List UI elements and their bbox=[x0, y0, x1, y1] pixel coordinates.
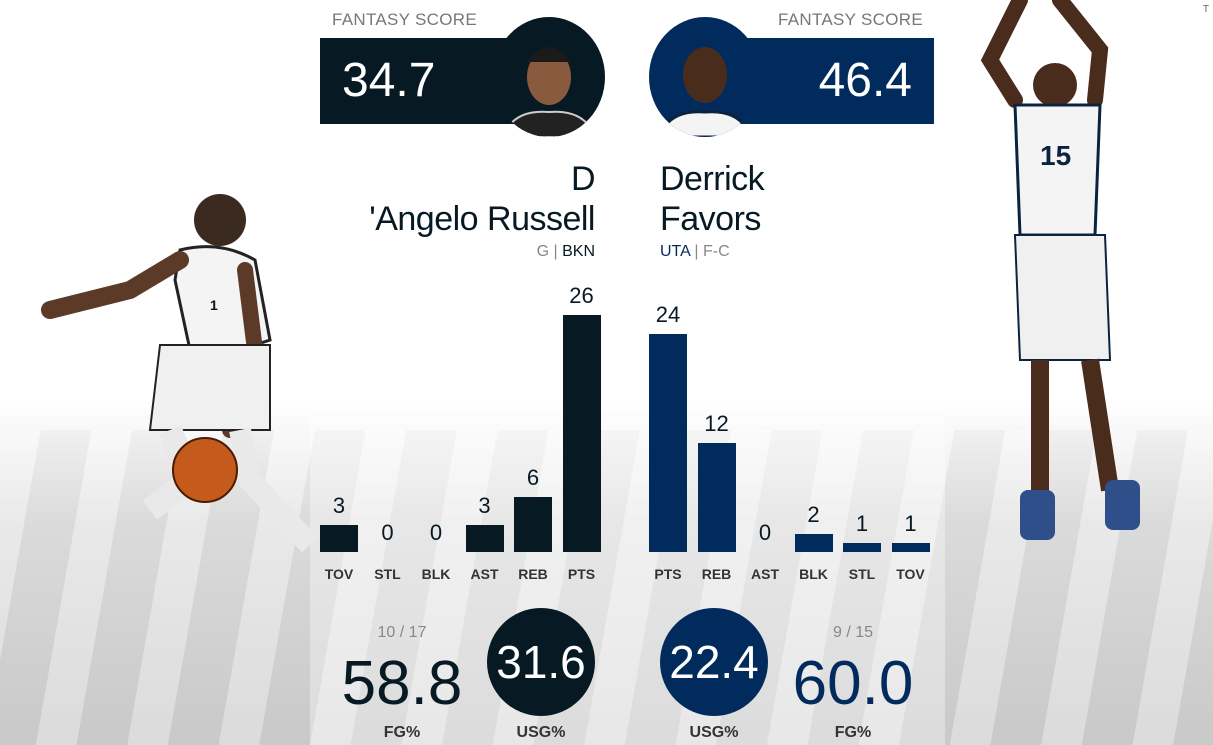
right-value-blk: 2 bbox=[807, 501, 820, 527]
svg-text:1: 1 bbox=[210, 297, 218, 313]
right-player-name-line1: Derrick bbox=[660, 160, 765, 198]
right-usg: 22.4 bbox=[660, 608, 768, 716]
center-panel bbox=[310, 270, 945, 745]
left-label-pts: PTS bbox=[567, 566, 596, 582]
right-bar-tov bbox=[891, 542, 930, 552]
right-fantasy-label: FANTASY SCORE bbox=[778, 10, 923, 29]
left-value-ast: 3 bbox=[478, 492, 491, 518]
right-fg-made-attempted: 9 / 15 bbox=[832, 624, 874, 641]
right-value-tov: 1 bbox=[904, 510, 917, 536]
right-player-image: 15 bbox=[980, 0, 1140, 540]
right-value-ast: 0 bbox=[758, 520, 772, 545]
left-fg-made-attempted: 10 / 17 bbox=[377, 624, 427, 641]
right-label-pts: PTS bbox=[654, 566, 682, 582]
right-usg-label: USG% bbox=[689, 724, 739, 741]
right-value-pts: 24 bbox=[655, 301, 681, 327]
right-bar-stl bbox=[843, 542, 881, 552]
right-label-blk: BLK bbox=[799, 566, 828, 582]
corner-mark: T bbox=[1202, 4, 1209, 15]
left-player-meta: G | BKN bbox=[536, 243, 595, 260]
right-player-name-line2: Favors bbox=[660, 200, 761, 238]
right-label-stl: STL bbox=[848, 566, 876, 582]
left-value-blk: 0 bbox=[429, 520, 443, 545]
right-bar-blk bbox=[794, 533, 833, 552]
left-label-reb: REB bbox=[518, 566, 548, 582]
right-label-ast: AST bbox=[751, 566, 779, 582]
svg-text:15: 15 bbox=[1040, 140, 1071, 171]
right-fg-pct: 60.0 bbox=[792, 649, 914, 718]
left-bar-pts bbox=[562, 315, 601, 552]
left-usg-label: USG% bbox=[516, 724, 566, 741]
right-team: UTA bbox=[660, 243, 690, 260]
left-label-blk: BLK bbox=[421, 566, 451, 582]
right-headshot-avatar bbox=[649, 17, 761, 137]
right-bar-pts bbox=[649, 333, 687, 552]
left-team: BKN bbox=[562, 243, 595, 260]
left-label-tov: TOV bbox=[324, 566, 354, 582]
left-value-tov: 3 bbox=[332, 492, 346, 518]
left-value-reb: 6 bbox=[526, 465, 540, 491]
right-value-reb: 12 bbox=[704, 410, 729, 436]
left-bar-tov bbox=[320, 524, 358, 552]
left-fg-pct: 58.8 bbox=[341, 649, 463, 718]
right-label-tov: TOV bbox=[896, 566, 925, 582]
left-position: G bbox=[536, 243, 550, 260]
right-fg-label: FG% bbox=[834, 724, 872, 741]
left-bar-reb bbox=[514, 497, 552, 552]
left-bar-ast bbox=[465, 524, 504, 552]
left-value-stl: 0 bbox=[381, 520, 394, 545]
left-fantasy-label: FANTASY SCORE bbox=[332, 10, 477, 29]
left-usg: 31.6 bbox=[487, 608, 595, 716]
right-player-meta: UTA | F-C bbox=[660, 243, 730, 260]
left-headshot-avatar bbox=[493, 17, 605, 137]
left-label-ast: AST bbox=[470, 566, 499, 582]
right-label-reb: REB bbox=[701, 566, 732, 582]
left-player-name-line2: 'Angelo Russell bbox=[369, 200, 595, 238]
right-value-stl: 1 bbox=[855, 510, 869, 536]
left-player-name-line1: D bbox=[570, 160, 596, 198]
left-player-image: 1 bbox=[41, 194, 319, 553]
right-bar-reb bbox=[697, 442, 736, 552]
left-value-pts: 26 bbox=[569, 283, 594, 309]
left-fg-label: FG% bbox=[383, 724, 421, 741]
right-position: F-C bbox=[702, 243, 730, 260]
left-label-stl: STL bbox=[374, 566, 401, 582]
